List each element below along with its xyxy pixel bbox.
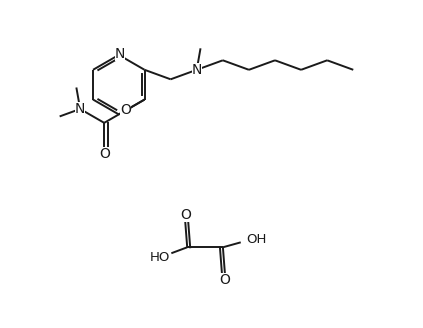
Text: O: O [120,103,131,117]
Text: N: N [75,102,85,116]
Text: O: O [180,208,191,222]
Text: N: N [115,47,125,61]
Text: O: O [220,273,230,287]
Text: O: O [99,147,110,161]
Text: N: N [192,63,202,77]
Text: OH: OH [247,233,267,246]
Text: HO: HO [149,251,170,264]
